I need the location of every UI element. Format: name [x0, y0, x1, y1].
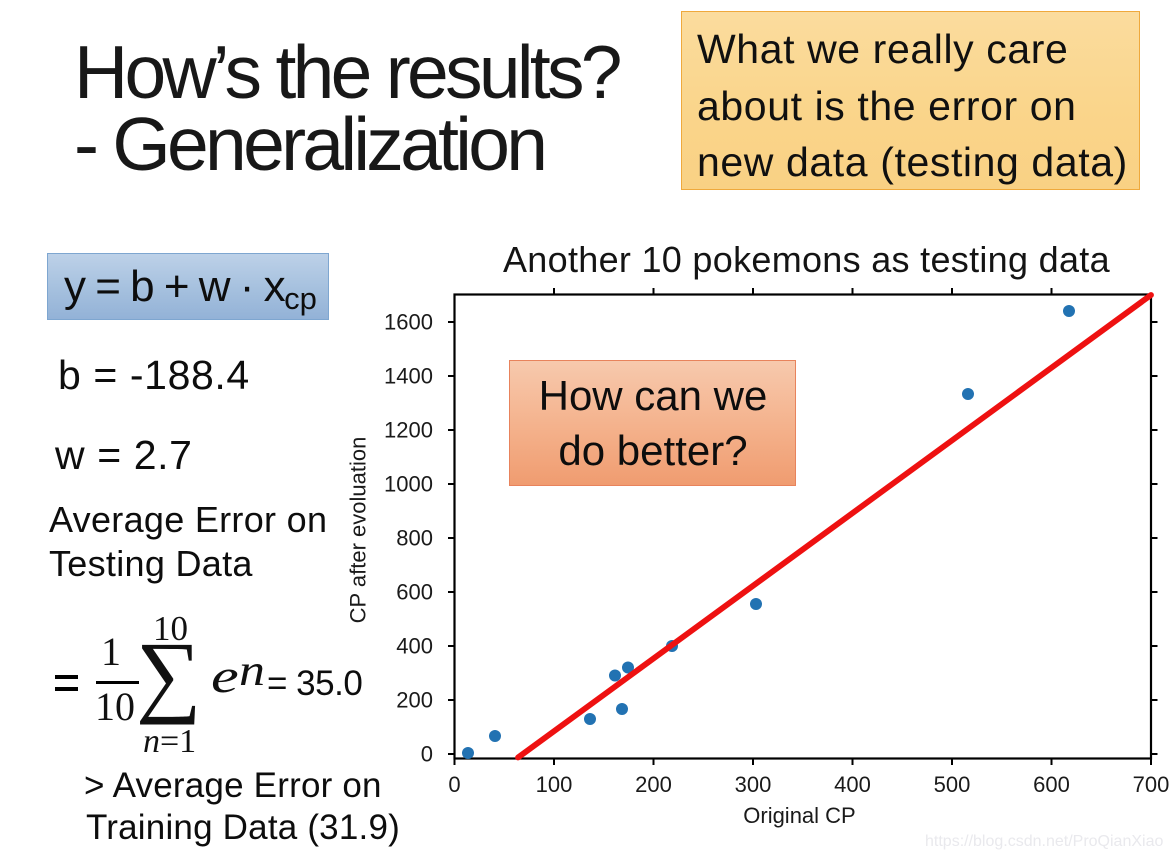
svg-text:800: 800 [396, 526, 433, 551]
svg-text:300: 300 [735, 772, 772, 797]
svg-text:1200: 1200 [384, 418, 433, 443]
svg-text:1400: 1400 [384, 364, 433, 389]
svg-text:200: 200 [635, 772, 672, 797]
svg-text:400: 400 [396, 634, 433, 659]
svg-text:200: 200 [396, 688, 433, 713]
svg-text:1000: 1000 [384, 472, 433, 497]
svg-text:Original CP: Original CP [743, 803, 855, 828]
svg-text:0: 0 [448, 772, 460, 797]
svg-text:600: 600 [396, 580, 433, 605]
svg-text:0: 0 [421, 742, 433, 767]
svg-text:CP after evoluation: CP after evoluation [346, 437, 371, 624]
svg-text:600: 600 [1033, 772, 1070, 797]
svg-text:500: 500 [934, 772, 971, 797]
svg-text:700: 700 [1133, 772, 1170, 797]
svg-text:400: 400 [834, 772, 871, 797]
svg-text:100: 100 [536, 772, 573, 797]
svg-text:1600: 1600 [384, 310, 433, 335]
